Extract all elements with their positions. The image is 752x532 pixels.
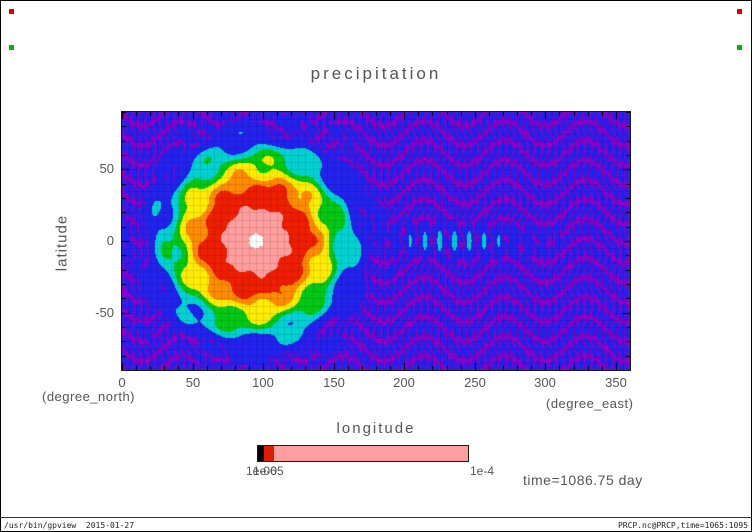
x-axis-title: longitude xyxy=(336,420,416,437)
x-axis-unit-label: (degree_east) xyxy=(546,396,634,411)
y-axis-title: latitude xyxy=(53,214,71,272)
corner-mark-red-top-left xyxy=(9,9,14,14)
colorbar-label-min-overlap-2: 1e-05 xyxy=(253,464,284,478)
colorbar-label-max: 1e-4 xyxy=(470,464,495,478)
x-tick-label: 350 xyxy=(605,375,627,390)
x-tick-label: 100 xyxy=(252,375,274,390)
precipitation-contour-canvas xyxy=(122,112,630,370)
x-tick-label: 150 xyxy=(323,375,345,390)
corner-mark-red-top-right xyxy=(737,9,742,14)
corner-mark-green-left xyxy=(9,45,14,50)
corner-mark-green-right xyxy=(737,45,742,50)
x-tick-label: 0 xyxy=(118,375,126,390)
colorbar-segment xyxy=(273,446,468,461)
colorbar-label-min-overlap-1: 1e-06 xyxy=(246,464,277,478)
x-tick-label: 200 xyxy=(393,375,415,390)
y-tick-label: 0 xyxy=(106,233,114,248)
time-annotation: time=1086.75 day xyxy=(523,472,643,488)
colorbar xyxy=(257,445,469,462)
footer-divider xyxy=(0,517,752,518)
x-tick-label: 250 xyxy=(464,375,486,390)
plot-frame xyxy=(121,111,631,371)
colorbar-segment xyxy=(258,446,265,461)
colorbar-segment xyxy=(264,446,274,461)
y-tick-label: -50 xyxy=(95,305,114,320)
footer-command-text: /usr/bin/gpview 2015-01-27 xyxy=(4,521,135,530)
y-tick-label: 50 xyxy=(99,161,114,176)
plot-title: precipitation xyxy=(310,64,442,83)
x-tick-label: 300 xyxy=(534,375,556,390)
footer-dataset-text: PRCP.nc@PRCP,time=1065:1095 xyxy=(617,521,748,530)
x-tick-label: 50 xyxy=(185,375,201,390)
y-axis-unit-label: (degree_north) xyxy=(42,389,135,404)
